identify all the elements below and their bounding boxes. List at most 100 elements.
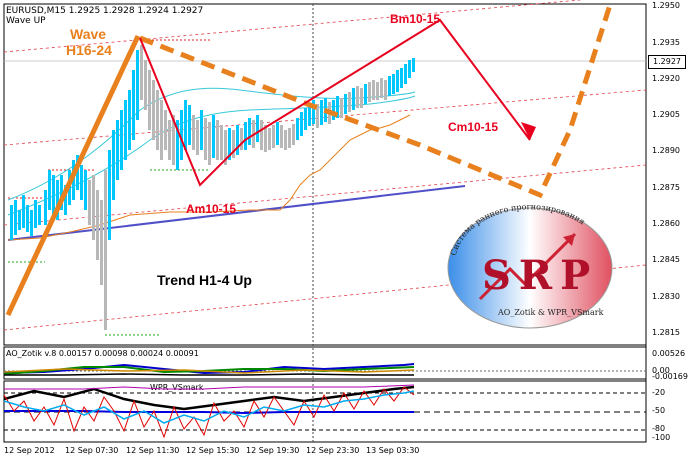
- price-bar: [388, 76, 391, 96]
- cm-label: Cm10-15: [448, 120, 499, 134]
- price-bar: [372, 80, 375, 100]
- price-bar: [30, 210, 33, 236]
- price-tick: 1.2845: [652, 255, 680, 264]
- ao-scale-top: 0.00526: [652, 349, 686, 358]
- ao-scale-zero: 0.00: [652, 366, 670, 375]
- price-bar: [88, 180, 91, 225]
- price-bar: [148, 70, 151, 130]
- price-bar: [280, 125, 283, 148]
- price-bar: [248, 118, 251, 145]
- price-bar: [384, 80, 387, 100]
- price-bar: [344, 94, 347, 114]
- price-bars: [10, 45, 415, 330]
- price-bar: [200, 110, 203, 150]
- price-bar: [80, 165, 83, 200]
- price-tick: 1.2935: [652, 38, 680, 47]
- price-bar: [232, 130, 235, 158]
- price-bar: [348, 92, 351, 112]
- price-bar: [176, 120, 179, 170]
- ao-scale-low: -0.00169: [652, 372, 688, 381]
- price-bar: [92, 175, 95, 240]
- price-bar: [132, 70, 135, 140]
- price-bar: [296, 118, 299, 140]
- price-bar: [352, 88, 355, 110]
- wpr-subwindow[interactable]: [4, 381, 646, 442]
- price-bar: [228, 128, 231, 160]
- svg-text:Система раннего прогнозировани: Система раннего прогнозирования: [449, 204, 587, 257]
- am-label: Am10-15: [186, 202, 237, 216]
- indicator-name: Wave UP: [6, 16, 46, 26]
- price-bar: [116, 120, 119, 180]
- price-bar: [288, 128, 291, 148]
- price-bar: [10, 205, 13, 240]
- price-bar: [38, 205, 41, 225]
- wpr-title: WPR_VSmark: [150, 383, 204, 392]
- price-bar: [140, 45, 143, 100]
- time-tick: 12 Sep 19:30: [246, 446, 300, 455]
- price-bar: [104, 170, 107, 330]
- price-bar: [172, 115, 175, 165]
- price-bar: [100, 200, 103, 285]
- price-bar: [240, 128, 243, 150]
- price-bar: [26, 205, 29, 232]
- bm-label: Bm10-15: [390, 12, 441, 26]
- price-bar: [108, 150, 111, 240]
- time-tick: 12 Sep 2012: [4, 446, 55, 455]
- ao-subwindow[interactable]: [4, 347, 646, 379]
- price-bar: [160, 100, 163, 160]
- price-bar: [216, 120, 219, 160]
- time-tick: 12 Sep 11:30: [126, 446, 180, 455]
- logo-letters: SRP: [482, 252, 599, 299]
- price-tick: 1.2890: [652, 146, 680, 155]
- price-bar: [400, 68, 403, 88]
- price-bar: [188, 105, 191, 145]
- price-tick: 1.2830: [652, 292, 680, 301]
- price-bar: [264, 125, 267, 152]
- price-bar: [56, 180, 59, 220]
- price-bar: [284, 130, 287, 150]
- price-bar: [340, 98, 343, 118]
- price-bar: [392, 74, 395, 94]
- price-bar: [332, 100, 335, 120]
- price-bar: [204, 118, 207, 160]
- price-bar: [34, 200, 37, 228]
- price-bar: [136, 50, 139, 120]
- price-tick: 1.2860: [652, 219, 680, 228]
- price-bar: [180, 110, 183, 160]
- price-bar: [272, 125, 275, 148]
- ao-title: AO_Zotik v.8 0.00157 0.00098 0.00024 0.0…: [6, 349, 199, 358]
- price-bar: [320, 100, 323, 125]
- price-bar: [112, 130, 115, 200]
- price-bar: [44, 190, 47, 225]
- wave-label: Wave: [70, 26, 107, 42]
- price-bar: [276, 122, 279, 145]
- price-bar: [76, 155, 79, 190]
- price-bar: [128, 90, 131, 150]
- price-bar: [316, 104, 319, 128]
- wave-label-period: H16-24: [66, 42, 112, 58]
- price-bar: [152, 80, 155, 140]
- time-tick: 12 Sep 07:30: [65, 446, 119, 455]
- price-bar: [380, 78, 383, 98]
- current-price-box: 1.2927: [648, 55, 686, 69]
- price-bar: [220, 125, 223, 160]
- price-bar: [156, 90, 159, 150]
- price-tick: 1.2905: [652, 110, 680, 119]
- price-bar: [368, 82, 371, 102]
- price-bar: [304, 108, 307, 130]
- time-tick: 12 Sep 15:30: [186, 446, 240, 455]
- price-bar: [376, 82, 379, 100]
- price-bar: [224, 130, 227, 165]
- price-bar: [308, 104, 311, 126]
- price-bar: [96, 190, 99, 260]
- price-bar: [208, 122, 211, 165]
- price-bar: [22, 195, 25, 228]
- price-bar: [356, 86, 359, 108]
- time-tick: 13 Sep 03:30: [366, 446, 420, 455]
- price-bar: [168, 120, 171, 160]
- srp-logo: [447, 207, 613, 329]
- time-tick: 12 Sep 23:30: [306, 446, 360, 455]
- chart-symbol-info: EURUSD,M15 1.2925 1.2928 1.2924 1.2927: [6, 6, 204, 16]
- price-bar: [164, 110, 167, 150]
